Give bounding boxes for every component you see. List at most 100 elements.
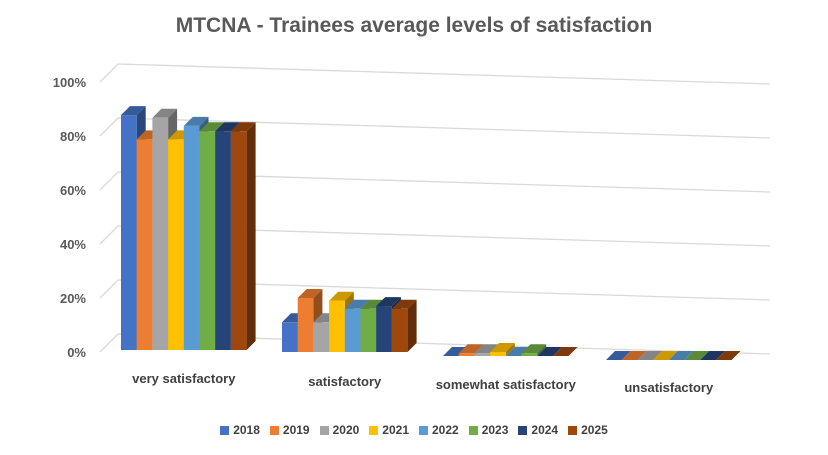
- bar-side: [505, 342, 515, 356]
- bar-top: [376, 297, 401, 307]
- bar-top: [121, 106, 146, 116]
- bar-side: [537, 344, 547, 356]
- bar-side: [407, 299, 417, 352]
- bar-top: [297, 289, 323, 298]
- legend-label: 2020: [332, 423, 360, 437]
- bar-top: [474, 344, 500, 354]
- bar: [684, 351, 710, 360]
- legend-label: 2018: [233, 423, 260, 437]
- bar-top: [329, 291, 354, 301]
- bar-top: [537, 347, 562, 356]
- bar-front: [490, 351, 506, 356]
- legend-label: 2025: [581, 423, 608, 437]
- bar-top: [152, 108, 178, 118]
- bar-top: [637, 351, 663, 360]
- bar: [653, 351, 678, 360]
- bar-front: [121, 115, 137, 350]
- bar-front: [230, 131, 247, 350]
- category-label: very satisfactory: [132, 371, 236, 386]
- legend-item: 2023: [468, 423, 508, 437]
- legend-swatch: [419, 425, 428, 435]
- bar-top: [668, 351, 694, 360]
- bar: [668, 351, 694, 360]
- bar-top: [715, 351, 741, 360]
- legend-swatch: [568, 425, 578, 435]
- y-tick-label: 80%: [60, 129, 86, 144]
- bar-front: [344, 308, 361, 352]
- chart-title: MTCNA - Trainees average levels of satis…: [175, 14, 653, 37]
- bar-top: [199, 122, 225, 132]
- legend-item: 2018: [220, 423, 260, 437]
- legend-swatch: [269, 425, 279, 435]
- category-label: unsatisfactory: [624, 380, 714, 395]
- bar-front: [199, 131, 216, 350]
- bar: [391, 299, 417, 352]
- bar: [700, 351, 725, 360]
- bar-top: [391, 299, 417, 309]
- legend-swatch: [518, 425, 528, 435]
- legend-item: 2019: [269, 423, 310, 437]
- legend-item: 2022: [419, 423, 459, 437]
- bar: [637, 351, 663, 360]
- legend-swatch: [319, 425, 329, 435]
- gridline: [99, 171, 771, 193]
- bar-top: [215, 122, 240, 132]
- bar: [715, 351, 741, 360]
- legend-label: 2022: [432, 423, 459, 437]
- bar: [537, 347, 562, 356]
- legend-label: 2019: [282, 423, 310, 437]
- bar-front: [376, 306, 392, 352]
- bar-top: [360, 299, 386, 309]
- bar: [552, 347, 578, 356]
- bar-side: [246, 122, 256, 350]
- y-tick-label: 100%: [53, 75, 87, 90]
- bar-front: [313, 322, 330, 352]
- bar: [521, 344, 547, 356]
- bar: [621, 351, 647, 360]
- bar-front: [458, 353, 475, 356]
- bar-top: [230, 122, 256, 132]
- category-label: satisfactory: [308, 374, 382, 389]
- bar: [606, 351, 631, 360]
- bar-front: [521, 353, 538, 356]
- bar-front: [183, 125, 200, 351]
- bar-top: [653, 351, 678, 360]
- bar: [505, 347, 531, 356]
- bar-front: [474, 353, 491, 356]
- bar-front: [391, 308, 408, 352]
- bar: [443, 347, 468, 356]
- gridline: [99, 225, 771, 247]
- legend-label: 2021: [382, 423, 409, 437]
- gridline: [99, 117, 771, 139]
- legend-item: 2021: [369, 423, 409, 437]
- y-tick-label: 20%: [60, 291, 86, 306]
- bar-top: [700, 351, 725, 360]
- bar-front: [168, 139, 184, 350]
- category-label: somewhat satisfactory: [436, 377, 577, 392]
- gridline: [99, 63, 771, 85]
- bar-front: [215, 131, 231, 350]
- bar-top: [183, 116, 209, 126]
- y-tick-label: 60%: [60, 183, 86, 198]
- bar: [490, 342, 515, 356]
- bar-top: [621, 351, 647, 360]
- legend-swatch: [468, 425, 478, 435]
- bar-front: [282, 322, 298, 352]
- bar-front: [360, 308, 377, 352]
- bar-front: [329, 300, 345, 352]
- legend-swatch: [369, 425, 379, 435]
- bar-top: [443, 347, 468, 356]
- bar: [230, 122, 256, 350]
- bar-front: [136, 139, 153, 350]
- legend-label: 2024: [531, 423, 559, 437]
- bar-top: [552, 347, 578, 356]
- legend-swatch: [220, 425, 230, 435]
- legend: 2018 2019 2020 2021 2022 2023 2024 2025: [0, 423, 828, 437]
- legend-item: 2020: [319, 423, 360, 437]
- bar-top: [344, 299, 370, 309]
- bar-top: [521, 344, 547, 354]
- gridline: [99, 279, 771, 301]
- bar-top: [505, 347, 531, 356]
